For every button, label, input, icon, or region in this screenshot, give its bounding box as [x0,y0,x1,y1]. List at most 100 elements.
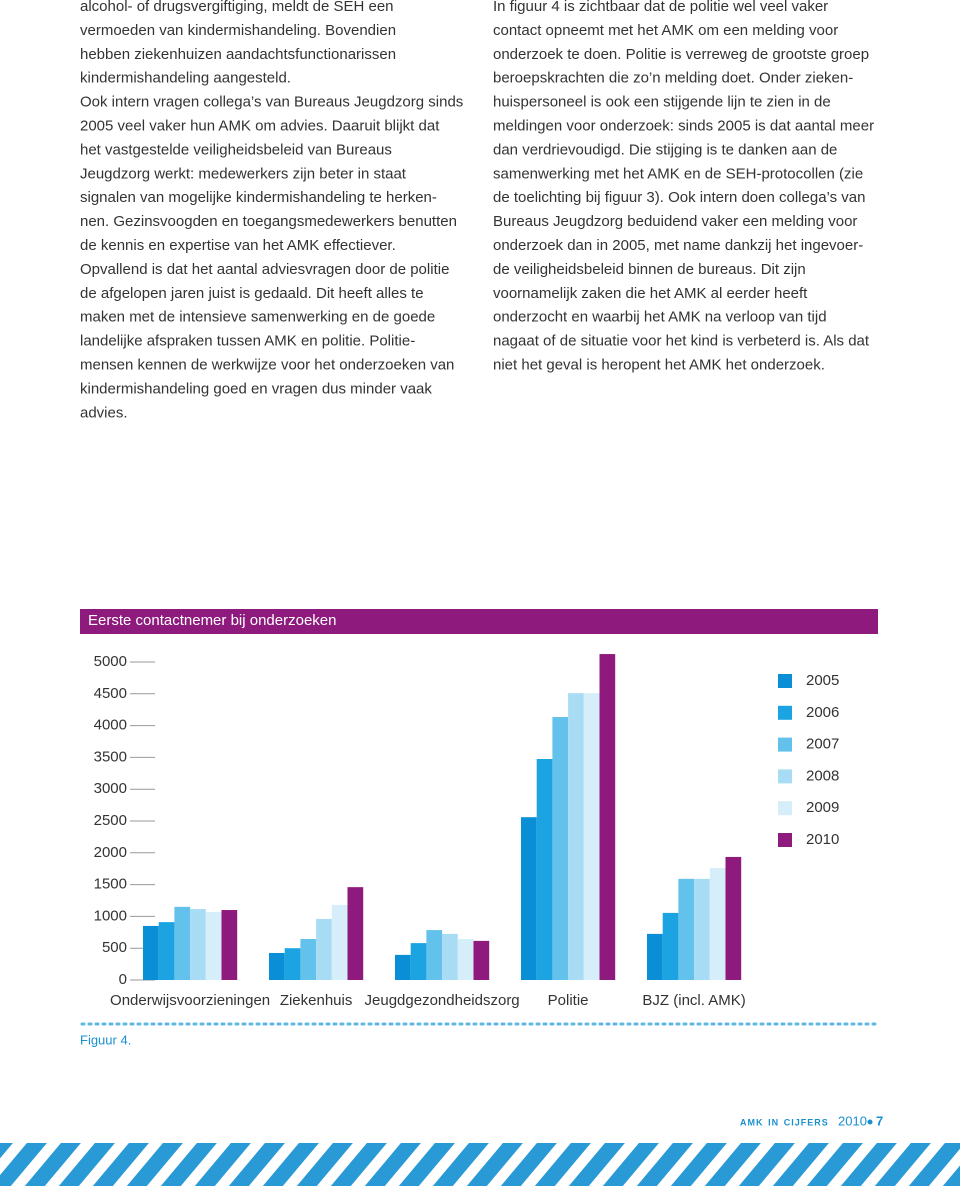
title-bar [80,609,878,634]
y-tick-label: 500 [102,939,127,956]
bar [709,868,726,980]
bar [583,693,600,980]
legend-swatch [778,801,792,816]
x-tick-label: Ziekenhuis [280,992,353,1009]
bar [190,909,206,980]
bar [174,906,191,980]
body-line: kindermishandeling aangesteld. [80,70,291,87]
bar [457,938,474,980]
body-line: kindermishandeling goed en vragen dus mi… [80,380,432,397]
y-tick-label: 2500 [94,812,127,829]
bar [410,943,427,980]
bar [331,904,348,980]
legend-swatch [778,833,792,847]
body-line: de kennis en expertise van het AMK effec… [80,237,396,254]
legend-label: 2005 [806,672,839,689]
body-line: Jeugdzorg werkt: medewerkers zijn beter … [80,165,407,182]
bar [347,887,364,980]
y-tick-label: 2000 [94,844,127,861]
x-tick-label: Jeugdgezondheidszorg [365,992,520,1009]
bar [647,933,663,980]
y-tick-label: 4000 [94,717,127,734]
legend-swatch [778,674,792,688]
bar [725,856,742,980]
y-tick-label: 3000 [94,780,127,797]
footer-page: 7 [876,1113,883,1128]
x-tick-label: Politie [548,992,589,1009]
footer-bullet [867,1119,873,1125]
bar [678,878,695,980]
body-line: de toelichting bij figuur 3). Ook intern… [493,189,865,206]
bar [473,940,490,980]
body-line: Bureaus Jeugdzorg beduidend vaker een me… [493,213,857,230]
bar [552,717,569,980]
body-line: hebben ziekenhuizen aandachtsfunctionari… [80,46,396,63]
body-line: onderzoek te doen. Politie is verreweg d… [493,46,869,63]
x-tick-label: Onderwijsvoorzieningen [110,992,270,1009]
body-line: huispersoneel is ook een stijgende lijn … [493,94,831,111]
body-line: Opvallend is dat het aantal adviesvragen… [80,261,449,278]
bar [269,952,285,980]
body-line: onderzoek dan in 2005, met name dankzij … [493,237,863,254]
body-line: dan verdrievoudigd. Die stijging is te d… [493,141,837,158]
body-line: vermoeden van kindermishandeling. Bovend… [80,22,396,39]
body-line: maken met de intensieve samenwerking en … [80,309,435,326]
caption: Figuur 4. [80,1032,131,1047]
legend-label: 2008 [806,767,839,784]
legend-swatch [778,769,792,784]
y-tick-label: 0 [119,971,127,988]
bar [205,911,222,980]
bar [221,910,238,980]
x-tick-label: BJZ (incl. AMK) [642,992,745,1009]
bar [426,930,443,980]
legend-label: 2009 [806,799,839,816]
bar [143,925,159,980]
body-line: nen. Gezinsvoogden en toegangsmedewerker… [80,213,457,230]
body-line: het vastgestelde veiligheidsbeleid van B… [80,141,392,158]
legend-label: 2010 [806,831,839,848]
body-line: voornamelijk zaken die het AMK al eerder… [493,285,808,302]
footer-label: amk in cijfers [740,1113,829,1128]
chart-title: Eerste contactnemer bij onderzoeken [88,612,336,629]
body-line: onderzocht en waarbij het AMK na verloop… [493,309,827,326]
bar [521,817,537,980]
bar [536,758,553,980]
body-line: Ook intern vragen collega’s van Bureaus … [80,94,463,111]
body-line: beroepskrachten die zo’n melding doet. O… [493,70,853,87]
body-line: de afgelopen jaren juist is gedaald. Dit… [80,285,424,302]
stripe-band [0,1143,960,1186]
body-line: meldingen voor onderzoek: sinds 2005 is … [493,117,874,134]
bar [284,948,301,980]
body-line: mensen kennen de werkwijze voor het onde… [80,356,454,373]
bar [395,954,411,980]
y-tick-label: 1000 [94,907,127,924]
legend-label: 2007 [806,736,839,753]
y-tick-label: 3500 [94,748,127,765]
y-tick-label: 4500 [94,685,127,702]
body-line: advies. [80,404,128,421]
y-tick-label: 1500 [94,876,127,893]
body-line: In figuur 4 is zichtbaar dat de politie … [493,0,828,15]
body-line: 2005 veel vaker hun AMK om advies. Daaru… [80,117,440,134]
body-line: samenwerking met het AMK en de SEH-proto… [493,165,863,182]
legend-label: 2006 [806,704,839,721]
bar [316,918,332,980]
bar [300,938,317,980]
bar [568,693,584,980]
footer-year: 2010 [838,1113,867,1128]
y-tick-label: 5000 [94,653,127,670]
legend-swatch [778,737,792,752]
legend-swatch [778,705,792,720]
body-line: signalen van mogelijke kindermishandelin… [80,189,437,206]
bar [599,654,616,980]
bar [662,912,679,980]
body-line: nagaat of de situatie voor het kind is v… [493,333,870,350]
body-line: alcohol- of drugsvergiftiging, meldt de … [80,0,394,15]
bar [442,933,458,980]
body-line: contact opneemt met het AMK om een meldi… [493,22,838,39]
bar [158,922,175,980]
body-line: de veiligheidsbeleid binnen de bureaus. … [493,261,806,278]
body-line: niet het geval is heropent het AMK het o… [493,356,825,373]
body-line: landelijke afspraken tussen AMK en polit… [80,333,415,350]
